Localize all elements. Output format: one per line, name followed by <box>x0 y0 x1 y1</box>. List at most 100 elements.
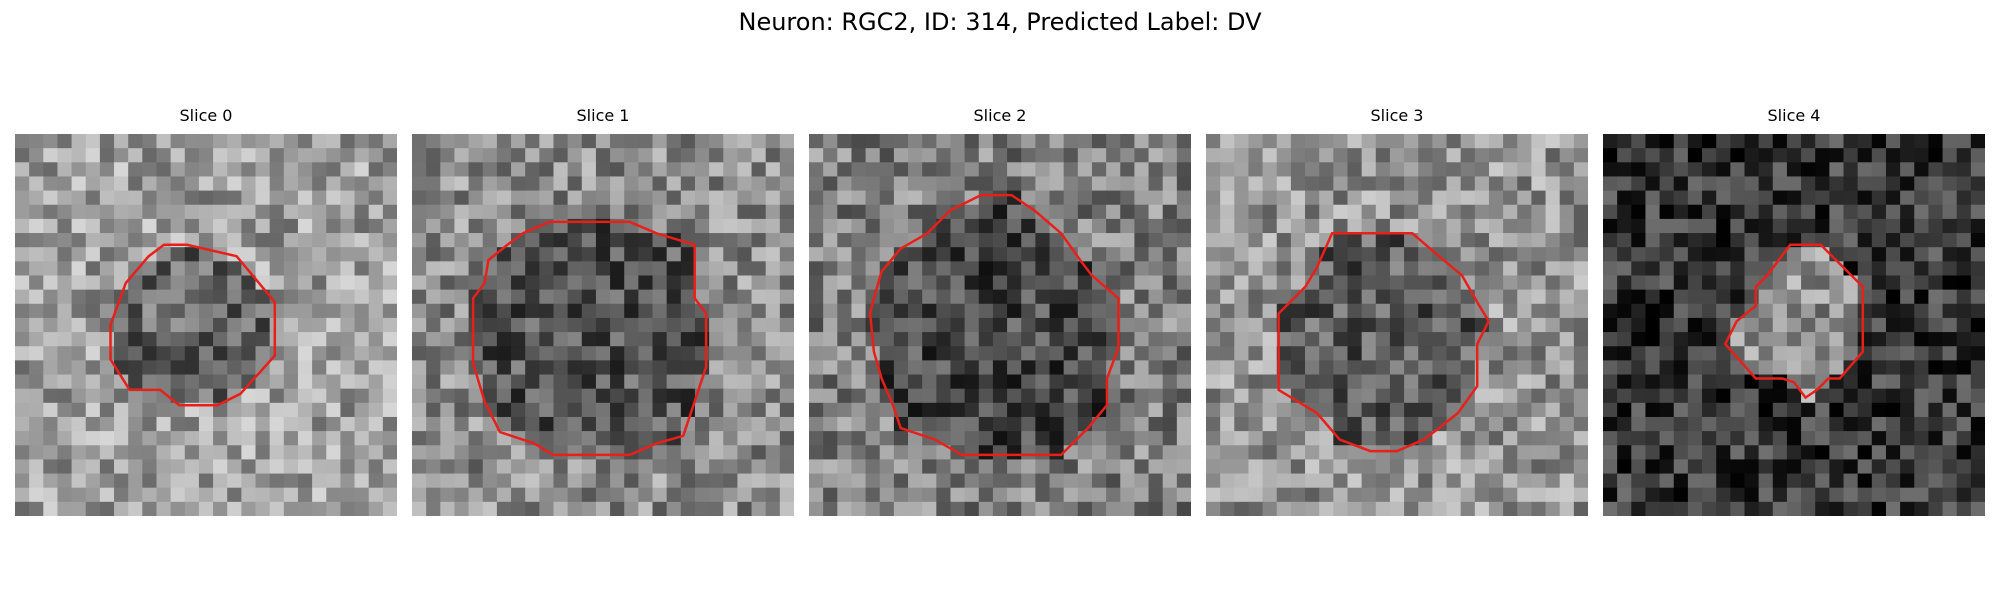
pixel-cell <box>85 218 101 234</box>
pixel-cell <box>809 233 824 248</box>
pixel-cell <box>1758 204 1774 220</box>
pixel-cell <box>1928 487 1944 503</box>
pixel-cell <box>1488 233 1504 248</box>
pixel-cell <box>354 501 370 516</box>
pixel-cell <box>779 275 794 291</box>
pixel-cell <box>1503 416 1518 432</box>
pixel-cell <box>1305 445 1320 461</box>
pixel-cell <box>454 487 470 503</box>
pixel-cell <box>1928 388 1944 404</box>
pixel-cell <box>723 459 739 475</box>
pixel-cell <box>1176 162 1191 178</box>
pixel-cell <box>893 190 909 206</box>
pixel-cell <box>382 218 397 234</box>
pixel-cell <box>1659 487 1675 503</box>
pixel-cell <box>1942 275 1958 291</box>
pixel-cell <box>1659 445 1675 461</box>
pixel-cell <box>1956 388 1972 404</box>
pixel-cell <box>1162 218 1178 234</box>
pixel-cell <box>1573 303 1588 319</box>
pixel-cell <box>922 204 937 220</box>
pixel-cell <box>1573 204 1588 220</box>
pixel-cell <box>809 501 824 516</box>
pixel-cell <box>936 176 952 192</box>
pixel-cell <box>269 303 285 319</box>
pixel-cell <box>312 247 327 262</box>
pixel-cell <box>496 346 512 361</box>
pixel-cell <box>99 190 115 206</box>
pixel-cell <box>1914 317 1930 333</box>
pixel-cell <box>283 416 299 432</box>
pixel-cell <box>29 332 44 347</box>
pixel-cell <box>1772 487 1788 503</box>
pixel-cell <box>1305 416 1320 432</box>
pixel-cell <box>1148 317 1164 333</box>
pixel-cell <box>99 275 115 291</box>
pixel-cell <box>1730 501 1746 516</box>
pixel-cell <box>680 303 696 319</box>
pixel-cell <box>241 148 257 163</box>
pixel-cell <box>1900 374 1915 390</box>
pixel-cell <box>468 501 484 516</box>
pixel-cell <box>128 374 143 390</box>
pixel-cell <box>241 247 257 262</box>
pixel-cell <box>1871 388 1887 404</box>
pixel-cell <box>1176 303 1191 319</box>
pixel-cell <box>779 247 794 262</box>
pixel-cell <box>1928 247 1944 262</box>
pixel-cell <box>751 388 767 404</box>
pixel-cell <box>1106 233 1121 248</box>
pixel-cell <box>43 148 59 163</box>
pixel-cell <box>1361 261 1377 277</box>
pixel-cell <box>255 162 271 178</box>
pixel-cell <box>1206 431 1221 446</box>
pixel-cell <box>156 445 172 461</box>
pixel-cell <box>128 162 143 178</box>
pixel-cell <box>908 346 923 361</box>
pixel-cell <box>15 204 30 220</box>
pixel-cell <box>1645 162 1661 178</box>
pixel-cell <box>1319 247 1334 262</box>
pixel-cell <box>213 459 228 475</box>
pixel-cell <box>1631 445 1647 461</box>
pixel-cell <box>354 360 370 376</box>
pixel-cell <box>865 374 881 390</box>
pixel-cell <box>1659 162 1675 178</box>
pixel-cell <box>1744 473 1760 489</box>
pixel-cell <box>440 204 456 220</box>
pixel-cell <box>255 176 271 192</box>
pixel-cell <box>1162 289 1178 305</box>
pixel-cell <box>1007 204 1022 220</box>
pixel-cell <box>624 402 639 418</box>
pixel-cell <box>426 360 441 376</box>
pixel-cell <box>809 346 824 361</box>
pixel-cell <box>1120 317 1136 333</box>
pixel-cell <box>15 416 30 432</box>
pixel-cell <box>1404 317 1419 333</box>
pixel-cell <box>879 431 895 446</box>
pixel-cell <box>1106 416 1121 432</box>
pixel-cell <box>1531 233 1547 248</box>
pixel-cell <box>964 487 980 503</box>
pixel-cell <box>128 148 143 163</box>
pixel-cell <box>765 388 781 404</box>
pixel-cell <box>15 162 30 178</box>
pixel-cell <box>964 148 980 163</box>
pixel-cell <box>1319 204 1334 220</box>
pixel-cell <box>1234 134 1250 149</box>
pixel-cell <box>694 204 710 220</box>
pixel-cell <box>694 416 710 432</box>
pixel-cell <box>1758 388 1774 404</box>
pixel-cell <box>1432 332 1448 347</box>
pixel-cell <box>1744 388 1760 404</box>
pixel-cell <box>1446 218 1462 234</box>
pixel-cell <box>382 162 397 178</box>
pixel-cell <box>610 148 625 163</box>
pixel-cell <box>638 303 654 319</box>
pixel-cell <box>908 416 923 432</box>
pixel-cell <box>85 332 101 347</box>
pixel-cell <box>595 501 611 516</box>
pixel-cell <box>1617 445 1632 461</box>
pixel-cell <box>1206 360 1221 376</box>
pixel-cell <box>539 459 555 475</box>
